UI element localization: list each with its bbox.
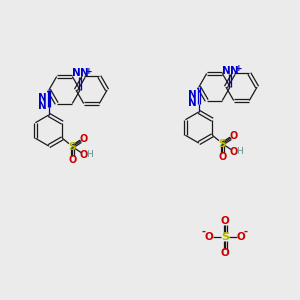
Text: O: O (218, 152, 226, 162)
Text: -: - (202, 226, 206, 237)
Text: N: N (188, 90, 197, 100)
Text: O: O (220, 216, 230, 226)
Text: O: O (237, 232, 246, 242)
Text: O: O (230, 130, 238, 141)
Text: N: N (188, 98, 197, 108)
Text: +: + (235, 64, 243, 73)
Text: +: + (85, 67, 93, 76)
Text: O: O (80, 150, 88, 160)
Text: N: N (222, 65, 231, 76)
Text: O: O (204, 232, 213, 242)
Text: S: S (221, 232, 229, 242)
Text: H: H (86, 150, 92, 159)
Text: O: O (220, 248, 230, 258)
Text: N: N (38, 93, 47, 103)
Text: S: S (69, 142, 76, 152)
Text: O: O (68, 155, 76, 165)
Text: S: S (219, 139, 226, 149)
Text: N: N (38, 100, 47, 111)
Text: O: O (230, 147, 238, 157)
Text: H: H (236, 147, 242, 156)
Text: N: N (72, 68, 81, 79)
Text: N: N (80, 68, 88, 79)
Text: N: N (230, 65, 238, 76)
Text: -: - (244, 226, 248, 237)
Text: O: O (80, 134, 88, 144)
